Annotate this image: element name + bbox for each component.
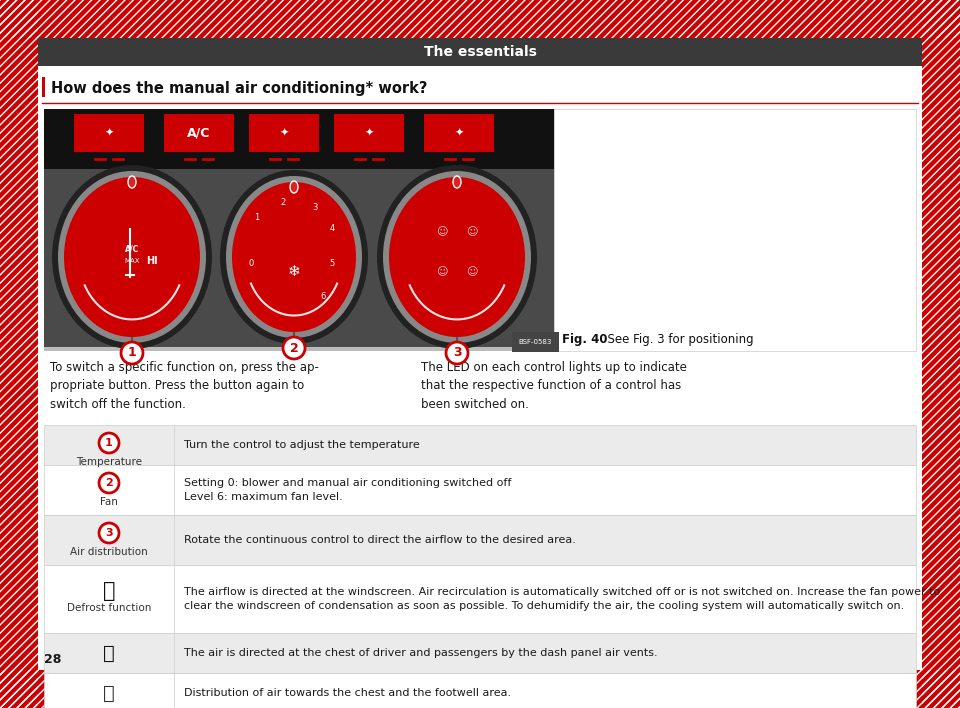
Bar [44,425,916,465]
Text: The essentials: The essentials [423,45,537,59]
Bar [424,114,494,152]
Text: 1: 1 [106,438,113,448]
Text: ☺: ☺ [436,227,447,237]
Circle shape [99,473,119,493]
Bar [44,109,554,169]
Bar [44,515,916,565]
Ellipse shape [64,177,200,337]
Ellipse shape [453,176,461,188]
Text: 28: 28 [44,653,61,666]
Ellipse shape [58,171,206,343]
Bar [44,109,558,351]
Text: ☺: ☺ [467,227,478,237]
Circle shape [99,433,119,453]
Text: ❄: ❄ [288,265,300,280]
Ellipse shape [383,171,531,343]
Text: 2: 2 [106,478,113,488]
Bar [0,0,38,708]
Bar [0,0,960,38]
Text: 6: 6 [321,292,325,301]
Ellipse shape [52,165,212,349]
Bar [38,38,922,66]
Text: 3: 3 [106,528,113,538]
Text: ✦: ✦ [105,128,113,138]
Text: Distribution of air towards the chest and the footwell area.: Distribution of air towards the chest an… [184,688,511,698]
Text: 🌬: 🌬 [103,644,115,663]
Text: ☺: ☺ [436,267,447,277]
Ellipse shape [377,165,537,349]
Text: 🌬: 🌬 [103,683,115,702]
Text: BSF-0583: BSF-0583 [518,339,552,345]
Text: See Fig. 3 for positioning: See Fig. 3 for positioning [600,333,754,346]
Bar [0,670,960,708]
Text: ✦: ✦ [279,128,289,138]
Text: 5: 5 [329,259,335,268]
Ellipse shape [220,170,368,344]
Bar [42,77,45,97]
Bar [334,114,404,152]
Text: Fan: Fan [100,497,118,507]
Text: The air is directed at the chest of driver and passengers by the dash panel air : The air is directed at the chest of driv… [184,648,658,658]
Text: Air distribution: Air distribution [70,547,148,557]
Text: ✦: ✦ [364,128,373,138]
Ellipse shape [232,182,356,332]
Circle shape [446,342,468,364]
Text: HI: HI [146,256,157,266]
Text: Setting 0: blower and manual air conditioning switched off
Level 6: maximum fan : Setting 0: blower and manual air conditi… [184,479,512,501]
Text: 4: 4 [329,224,335,233]
Text: 3: 3 [453,346,462,360]
Text: ☺: ☺ [467,267,478,277]
Bar [0,0,960,38]
Text: ⛋: ⛋ [103,581,115,601]
Circle shape [283,337,305,359]
Ellipse shape [226,176,362,338]
Circle shape [99,523,119,543]
Text: A/C: A/C [187,127,210,139]
Text: Defrost function: Defrost function [67,603,151,613]
Bar [74,114,144,152]
Bar [0,670,960,708]
Text: To switch a specific function on, press the ap-
propriate button. Press the butt: To switch a specific function on, press … [50,361,319,411]
Bar [249,114,319,152]
Text: Fig. 40: Fig. 40 [562,333,608,346]
Text: A/C: A/C [125,244,139,253]
Bar [922,0,960,708]
Text: Temperature: Temperature [76,457,142,467]
Bar [164,114,234,152]
Circle shape [121,342,143,364]
Ellipse shape [389,177,525,337]
Text: MAX: MAX [124,258,140,264]
Bar [922,0,960,708]
Bar [44,673,916,708]
Ellipse shape [290,181,298,193]
Text: 0: 0 [249,259,253,268]
Bar [44,109,554,347]
Text: How does the manual air conditioning* work?: How does the manual air conditioning* wo… [51,81,427,96]
Bar [44,565,916,633]
Text: The LED on each control lights up to indicate
that the respective function of a : The LED on each control lights up to ind… [420,361,686,411]
Text: The airflow is directed at the windscreen. Air recirculation is automatically sw: The airflow is directed at the windscree… [184,588,940,610]
Ellipse shape [128,176,136,188]
Text: 2: 2 [290,341,299,355]
Bar [0,0,38,708]
Bar [44,465,916,515]
Text: ✦: ✦ [454,128,464,138]
Text: 1: 1 [128,346,136,360]
Bar [554,109,916,351]
Text: 1: 1 [254,213,260,222]
Text: Rotate the continuous control to direct the airflow to the desired area.: Rotate the continuous control to direct … [184,535,576,545]
Bar [44,633,916,673]
Text: Turn the control to adjust the temperature: Turn the control to adjust the temperatu… [184,440,420,450]
Text: 3: 3 [312,202,318,212]
Text: 2: 2 [281,198,286,207]
Bar [38,38,922,670]
